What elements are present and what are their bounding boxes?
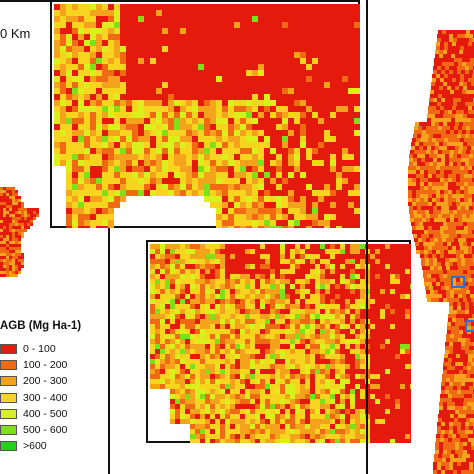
legend-label: 200 - 300 <box>23 375 68 388</box>
top-inset-map <box>50 0 360 228</box>
legend-item: 200 - 300 <box>0 375 110 387</box>
legend-swatch <box>0 344 17 354</box>
inset-locator-marker <box>465 320 474 332</box>
legend-label: 300 - 400 <box>23 391 68 404</box>
legend-label: 400 - 500 <box>23 407 68 420</box>
legend-swatch <box>0 425 17 435</box>
territory-biomass-map <box>408 30 474 474</box>
inset-locator-marker <box>451 276 465 288</box>
scale-bar-label: 0 Km <box>0 26 31 41</box>
legend-item: 100 - 200 <box>0 359 110 371</box>
legend-swatch <box>0 408 17 419</box>
legend-swatch <box>0 376 17 387</box>
overview-panel: 0 Km AGB (Mg Ha-1) 0 - 100 100 - 200 200 -… <box>0 0 110 474</box>
legend-label: 500 - 600 <box>23 424 68 436</box>
legend-swatch <box>0 441 17 452</box>
legend-item: 300 - 400 <box>0 392 110 404</box>
island-overview-map <box>0 187 39 277</box>
legend-swatch <box>0 392 17 403</box>
legend-item: 0 - 100 <box>0 343 110 355</box>
biomass-raster-top <box>54 4 360 228</box>
legend-label: 0 - 100 <box>23 343 56 355</box>
legend-item: 500 - 600 <box>0 424 110 436</box>
legend-title: AGB (Mg Ha-1) <box>0 320 82 332</box>
legend-label: 100 - 200 <box>23 359 68 372</box>
legend-swatch <box>0 360 17 371</box>
legend-item: >600 <box>0 440 110 452</box>
legend-label: >600 <box>23 440 47 453</box>
territory-map-panel <box>366 0 474 474</box>
legend-item: 400 - 500 <box>0 408 110 420</box>
